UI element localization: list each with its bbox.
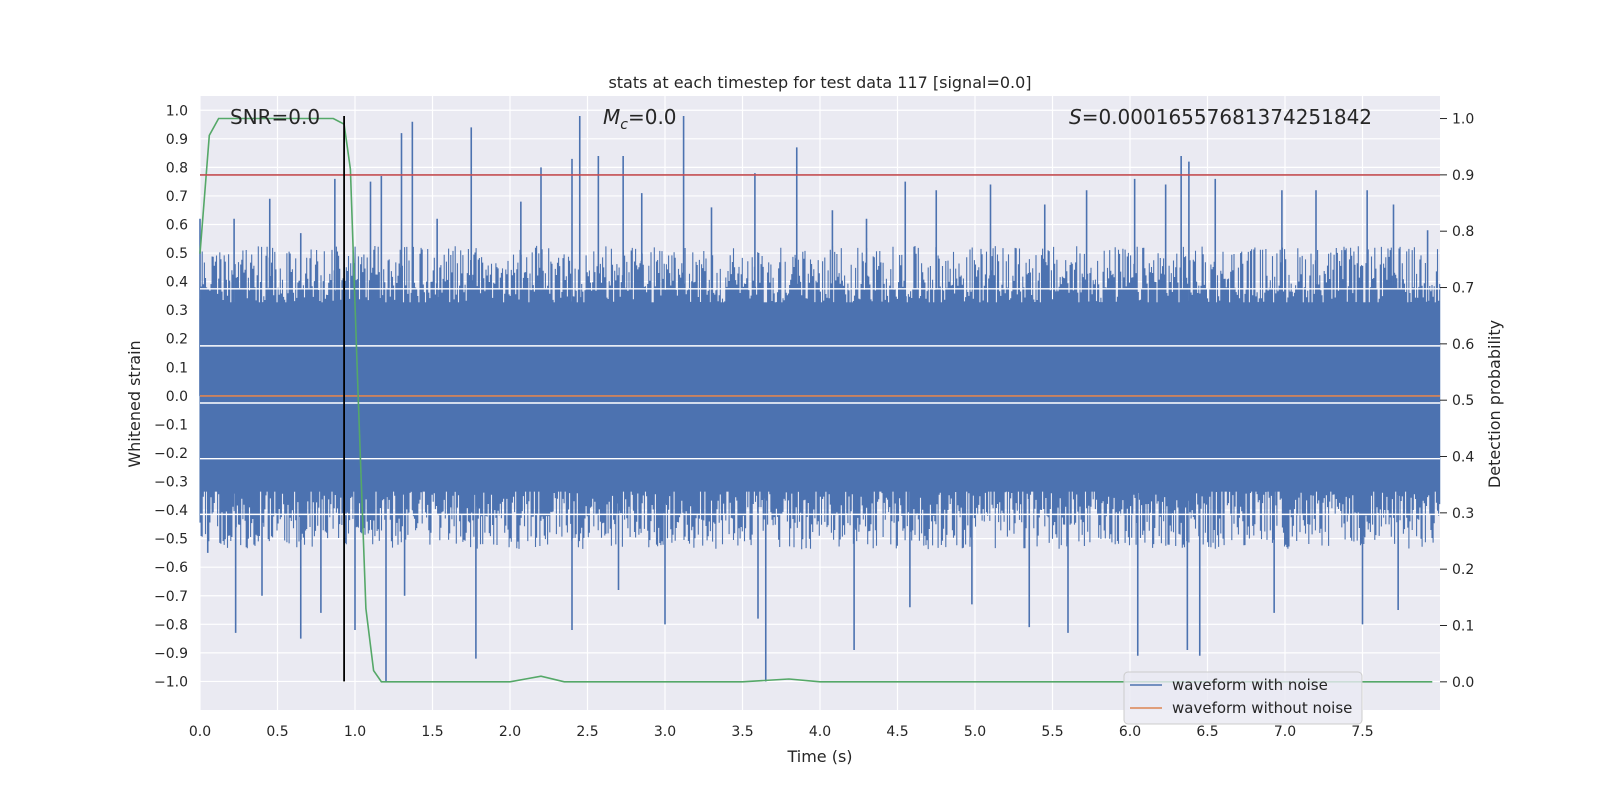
x-axis-label: Time (s) <box>786 747 852 766</box>
chirp-mass-annotation: Mc=0.0 <box>603 105 677 133</box>
y-axis-label: Whitened strain <box>125 340 144 467</box>
y-tick-label: 0.7 <box>166 189 188 205</box>
y2-tick-label: 0.7 <box>1452 281 1474 297</box>
y-tick-label: −0.4 <box>154 503 188 519</box>
y-tick-label: −0.5 <box>154 532 188 548</box>
y-tick-label: −0.3 <box>154 475 188 491</box>
x-tick-label: 7.0 <box>1274 724 1296 740</box>
y2-tick-label: 0.6 <box>1452 337 1474 353</box>
chirp-mass-value: =0.0 <box>628 105 677 129</box>
ticks: 0.0 0.5 1.0 1.5 2.0 2.5 3.0 3.5 4.0 4.5 5.0 5.5 6.0 6… <box>154 103 1474 740</box>
waveform-with-noise-line <box>199 245 1441 550</box>
y-tick-label: −1.0 <box>154 674 188 690</box>
x-tick-label: 2.5 <box>576 724 598 740</box>
x-tick-label: 0.5 <box>266 724 288 740</box>
y-tick-label: 0.9 <box>166 132 188 148</box>
chirp-mass-subscript: c <box>620 117 628 133</box>
y2-tick-label: 0.8 <box>1452 224 1474 240</box>
y2-tick-label: 0.3 <box>1452 506 1474 522</box>
y2-tick-label: 1.0 <box>1452 112 1474 128</box>
waveform-gaps <box>200 288 1440 516</box>
legend-label-noise: waveform with noise <box>1172 676 1328 694</box>
legend: waveform with noise waveform without noi… <box>1123 671 1363 725</box>
score-symbol: S <box>1069 105 1082 129</box>
x-tick-label: 4.5 <box>886 724 908 740</box>
y-tick-label: −0.6 <box>154 560 188 576</box>
x-tick-label: 4.0 <box>809 724 831 740</box>
detection-probability-line <box>199 117 1433 683</box>
y-tick-label: 0.0 <box>166 389 188 405</box>
legend-frame <box>1123 671 1363 725</box>
score-value: =0.00016557681374251842 <box>1082 105 1372 129</box>
line-series <box>199 116 1440 683</box>
x-tick-label: 6.0 <box>1119 724 1141 740</box>
x-tick-label: 5.5 <box>1041 724 1063 740</box>
y-tick-label: −0.2 <box>154 446 188 462</box>
snr-annotation: SNR=0.0 <box>230 105 320 129</box>
x-tick-label: 1.0 <box>344 724 366 740</box>
x-tick-label: 3.0 <box>654 724 676 740</box>
x-tick-label: 0.0 <box>189 724 211 740</box>
y-tick-label: −0.8 <box>154 617 188 633</box>
score-annotation: S=0.00016557681374251842 <box>1069 105 1372 129</box>
y-tick-label: 0.3 <box>166 303 188 319</box>
y-tick-label: −0.9 <box>154 646 188 662</box>
y-tick-label: −0.1 <box>154 417 188 433</box>
y-tick-label: −0.7 <box>154 589 188 605</box>
y-tick-label: 1.0 <box>166 103 188 119</box>
y2-tick-label: 0.4 <box>1452 450 1474 466</box>
y-tick-label: 0.4 <box>166 275 188 291</box>
y-tick-label: 0.2 <box>166 332 188 348</box>
x-tick-label: 5.0 <box>964 724 986 740</box>
y-tick-label: 0.8 <box>166 160 188 176</box>
y-tick-label: 0.5 <box>166 246 188 262</box>
chirp-mass-symbol: M <box>603 105 620 129</box>
x-tick-label: 6.5 <box>1196 724 1218 740</box>
x-tick-label: 3.5 <box>731 724 753 740</box>
y2-tick-label: 0.9 <box>1452 168 1474 184</box>
y2-axis-label: Detection probability <box>1485 320 1504 488</box>
y2-tick-label: 0.2 <box>1452 562 1474 578</box>
y2-tick-label: 0.0 <box>1452 675 1474 691</box>
chart-title: stats at each timestep for test data 117… <box>608 73 1031 92</box>
y-tick-label: 0.1 <box>166 360 188 376</box>
y2-tick-label: 0.1 <box>1452 619 1474 635</box>
y-tick-label: 0.6 <box>166 218 188 234</box>
x-tick-label: 7.5 <box>1351 724 1373 740</box>
y2-tick-label: 0.5 <box>1452 393 1474 409</box>
legend-label-clean: waveform without noise <box>1172 699 1352 717</box>
x-tick-label: 1.5 <box>421 724 443 740</box>
x-tick-label: 2.0 <box>499 724 521 740</box>
